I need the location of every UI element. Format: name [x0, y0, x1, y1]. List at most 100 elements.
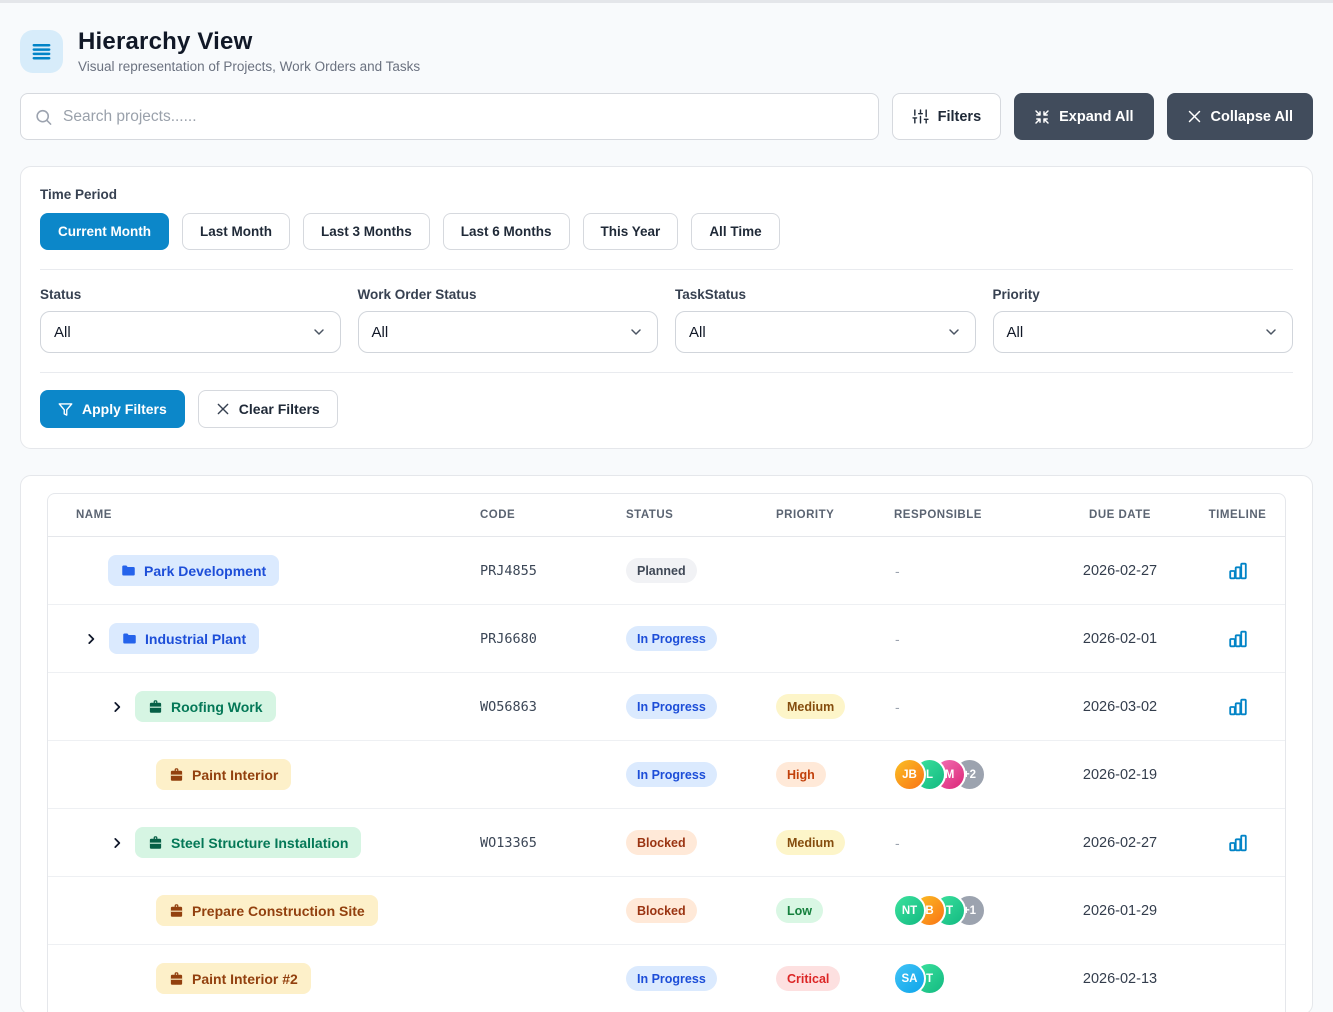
work-order-pill[interactable]: Steel Structure Installation: [135, 827, 362, 858]
priority-badge: High: [776, 762, 826, 787]
table-row[interactable]: Industrial Plant PRJ6680 In Progress - 2…: [48, 605, 1285, 673]
responsible-empty: -: [895, 698, 900, 715]
work-order-pill[interactable]: Roofing Work: [135, 691, 276, 722]
timeline-button[interactable]: [1227, 628, 1249, 650]
chevron-right-icon[interactable]: [110, 836, 124, 850]
status-select-label: Status: [40, 287, 82, 302]
divider: [40, 372, 1293, 373]
search-input[interactable]: [20, 93, 879, 140]
sliders-icon: [911, 109, 929, 124]
code-cell: WO56863: [480, 698, 537, 715]
status-badge: Blocked: [626, 830, 697, 855]
table-header-row: NAME CODE STATUS PRIORITY RESPONSIBLE DU…: [48, 494, 1285, 537]
folder-icon: [122, 565, 135, 576]
period-last-3-months[interactable]: Last 3 Months: [302, 213, 430, 250]
table-row[interactable]: Paint Interior #2 In Progress Critical S…: [48, 945, 1285, 1012]
divider: [40, 269, 1293, 270]
collapse-all-button[interactable]: Collapse All: [1166, 93, 1313, 140]
table-row[interactable]: Prepare Construction Site Blocked Low NT…: [48, 877, 1285, 945]
bar-chart-icon: [1228, 698, 1247, 715]
close-icon: [1188, 110, 1200, 123]
chevron-right-icon[interactable]: [110, 700, 124, 714]
column-header-status: STATUS: [626, 509, 674, 521]
time-period-group: Current Month Last Month Last 3 Months L…: [40, 213, 1293, 250]
due-date-cell: 2026-01-29: [1082, 902, 1158, 919]
status-select[interactable]: All: [40, 311, 341, 353]
avatar: NT: [893, 894, 926, 927]
period-last-month[interactable]: Last Month: [181, 213, 290, 250]
column-header-due-date: DUE DATE: [1089, 509, 1151, 521]
priority-badge: Critical: [776, 966, 841, 991]
bar-chart-icon: [1228, 630, 1247, 647]
status-badge: Blocked: [626, 898, 697, 923]
bar-chart-icon: [1228, 562, 1247, 579]
period-last-6-months[interactable]: Last 6 Months: [442, 213, 570, 250]
chevron-down-icon: [948, 329, 959, 335]
status-badge: In Progress: [626, 694, 717, 719]
priority-badge: Medium: [776, 830, 846, 855]
due-date-cell: 2026-02-19: [1082, 766, 1158, 783]
code-cell: PRJ6680: [480, 630, 537, 647]
status-badge: Planned: [626, 558, 697, 583]
task-pill[interactable]: Paint Interior #2: [156, 963, 311, 994]
column-header-timeline: TIMELINE: [1208, 509, 1267, 521]
code-cell: PRJ4855: [480, 562, 537, 579]
page-subtitle: Visual representation of Projects, Work …: [78, 59, 421, 74]
timeline-button[interactable]: [1227, 696, 1249, 718]
status-badge: In Progress: [626, 762, 717, 787]
filters-button[interactable]: Filters: [891, 93, 1002, 140]
briefcase-icon: [149, 836, 162, 849]
clear-filters-button[interactable]: Clear Filters: [197, 390, 338, 428]
priority-badge: Low: [776, 898, 823, 923]
column-header-responsible: RESPONSIBLE: [894, 509, 982, 521]
column-header-code: CODE: [480, 509, 516, 521]
timeline-button[interactable]: [1227, 560, 1249, 582]
period-current-month[interactable]: Current Month: [40, 213, 169, 250]
briefcase-icon: [170, 904, 183, 917]
priority-badge: Medium: [776, 694, 846, 719]
due-date-cell: 2026-02-27: [1082, 834, 1158, 851]
work-order-status-select-label: Work Order Status: [357, 287, 477, 302]
project-pill[interactable]: Industrial Plant: [109, 623, 260, 654]
timeline-button[interactable]: [1227, 832, 1249, 854]
table-row[interactable]: Park Development PRJ4855 Planned - 2026-…: [48, 537, 1285, 605]
status-badge: In Progress: [626, 966, 717, 991]
task-status-select[interactable]: All: [675, 311, 976, 353]
status-badge: In Progress: [626, 626, 717, 651]
column-header-priority: PRIORITY: [776, 509, 835, 521]
task-pill[interactable]: Paint Interior: [156, 759, 292, 790]
briefcase-icon: [170, 768, 183, 781]
funnel-icon: [58, 402, 73, 416]
due-date-cell: 2026-03-02: [1082, 698, 1158, 715]
folder-icon: [123, 633, 136, 644]
due-date-cell: 2026-02-01: [1082, 630, 1158, 647]
responsible-empty: -: [895, 630, 900, 647]
table-row[interactable]: Paint Interior In Progress High JB L M +…: [48, 741, 1285, 809]
table-row[interactable]: Roofing Work WO56863 In Progress Medium …: [48, 673, 1285, 741]
time-period-label: Time Period: [40, 187, 118, 202]
due-date-cell: 2026-02-27: [1082, 562, 1158, 579]
project-pill[interactable]: Park Development: [108, 555, 280, 586]
avatar: SA: [893, 962, 926, 995]
period-all-time[interactable]: All Time: [691, 213, 780, 250]
priority-select-label: Priority: [992, 287, 1040, 302]
task-pill[interactable]: Prepare Construction Site: [156, 895, 378, 926]
due-date-cell: 2026-02-13: [1082, 970, 1158, 987]
apply-filters-button[interactable]: Apply Filters: [40, 390, 185, 428]
work-order-status-select[interactable]: All: [357, 311, 658, 353]
page-header: Hierarchy View Visual representation of …: [20, 28, 1313, 74]
close-icon: [217, 403, 229, 415]
hierarchy-table-card: NAME CODE STATUS PRIORITY RESPONSIBLE DU…: [20, 475, 1313, 1012]
chevron-right-icon[interactable]: [84, 632, 98, 646]
briefcase-icon: [149, 700, 162, 713]
filter-panel: Time Period Current Month Last Month Las…: [20, 166, 1313, 449]
column-header-name: NAME: [76, 509, 112, 521]
expand-all-button[interactable]: Expand All: [1014, 93, 1154, 140]
search-icon: [36, 109, 52, 125]
avatar-group: JB L M +2: [880, 758, 986, 791]
task-status-select-label: TaskStatus: [675, 287, 747, 302]
avatar-group: SA T: [880, 962, 946, 995]
table-row[interactable]: Steel Structure Installation WO13365 Blo…: [48, 809, 1285, 877]
priority-select[interactable]: All: [992, 311, 1293, 353]
period-this-year[interactable]: This Year: [582, 213, 679, 250]
